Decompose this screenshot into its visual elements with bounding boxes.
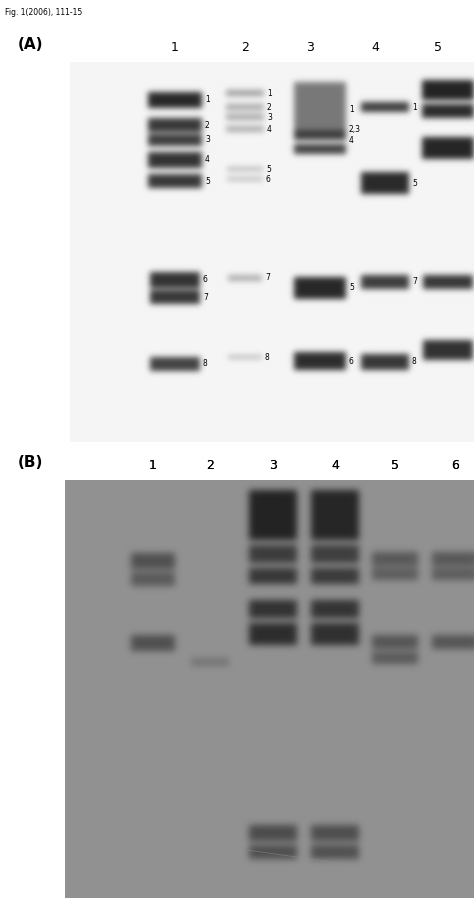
Text: 5: 5	[391, 459, 399, 472]
Text: 8: 8	[265, 352, 270, 361]
Text: 4: 4	[371, 41, 379, 54]
Text: 4: 4	[267, 125, 272, 134]
Text: 3: 3	[269, 459, 277, 472]
Text: 4: 4	[205, 156, 210, 164]
Text: 6: 6	[266, 174, 271, 183]
Text: 5: 5	[412, 179, 417, 187]
Text: 7: 7	[203, 293, 208, 302]
Text: 1: 1	[149, 459, 157, 472]
Text: 4: 4	[331, 459, 339, 472]
Text: 4: 4	[331, 459, 339, 472]
Text: 2: 2	[267, 103, 272, 112]
Text: 1: 1	[412, 103, 417, 112]
Text: 2: 2	[205, 120, 210, 129]
Text: 2,3
4: 2,3 4	[349, 126, 361, 145]
Text: 6: 6	[203, 275, 208, 284]
Text: 3: 3	[306, 41, 314, 54]
Text: 1: 1	[205, 95, 210, 105]
Text: 5: 5	[349, 283, 354, 293]
Text: (A): (A)	[18, 37, 44, 52]
Text: 6: 6	[349, 357, 354, 366]
Text: 6: 6	[451, 459, 459, 472]
Text: 1: 1	[171, 41, 179, 54]
Text: 7: 7	[265, 273, 270, 282]
Text: (B): (B)	[18, 455, 44, 470]
Text: 3: 3	[205, 136, 210, 145]
Text: Fig. 1(2006), 111-15: Fig. 1(2006), 111-15	[5, 8, 82, 17]
Text: 8: 8	[412, 358, 417, 367]
Text: 5: 5	[391, 459, 399, 472]
Text: 2: 2	[241, 41, 249, 54]
Text: 5: 5	[205, 176, 210, 185]
Text: 2: 2	[206, 459, 214, 472]
Text: 3: 3	[269, 459, 277, 472]
Text: 3: 3	[267, 113, 272, 121]
Text: 8: 8	[203, 359, 208, 369]
Text: 5: 5	[266, 164, 271, 173]
Text: 1: 1	[149, 459, 157, 472]
Text: 2: 2	[206, 459, 214, 472]
Text: 7: 7	[412, 278, 417, 286]
Text: 1: 1	[349, 105, 354, 114]
Text: 5: 5	[434, 41, 442, 54]
Text: 1: 1	[267, 89, 272, 97]
Text: 6: 6	[451, 459, 459, 472]
